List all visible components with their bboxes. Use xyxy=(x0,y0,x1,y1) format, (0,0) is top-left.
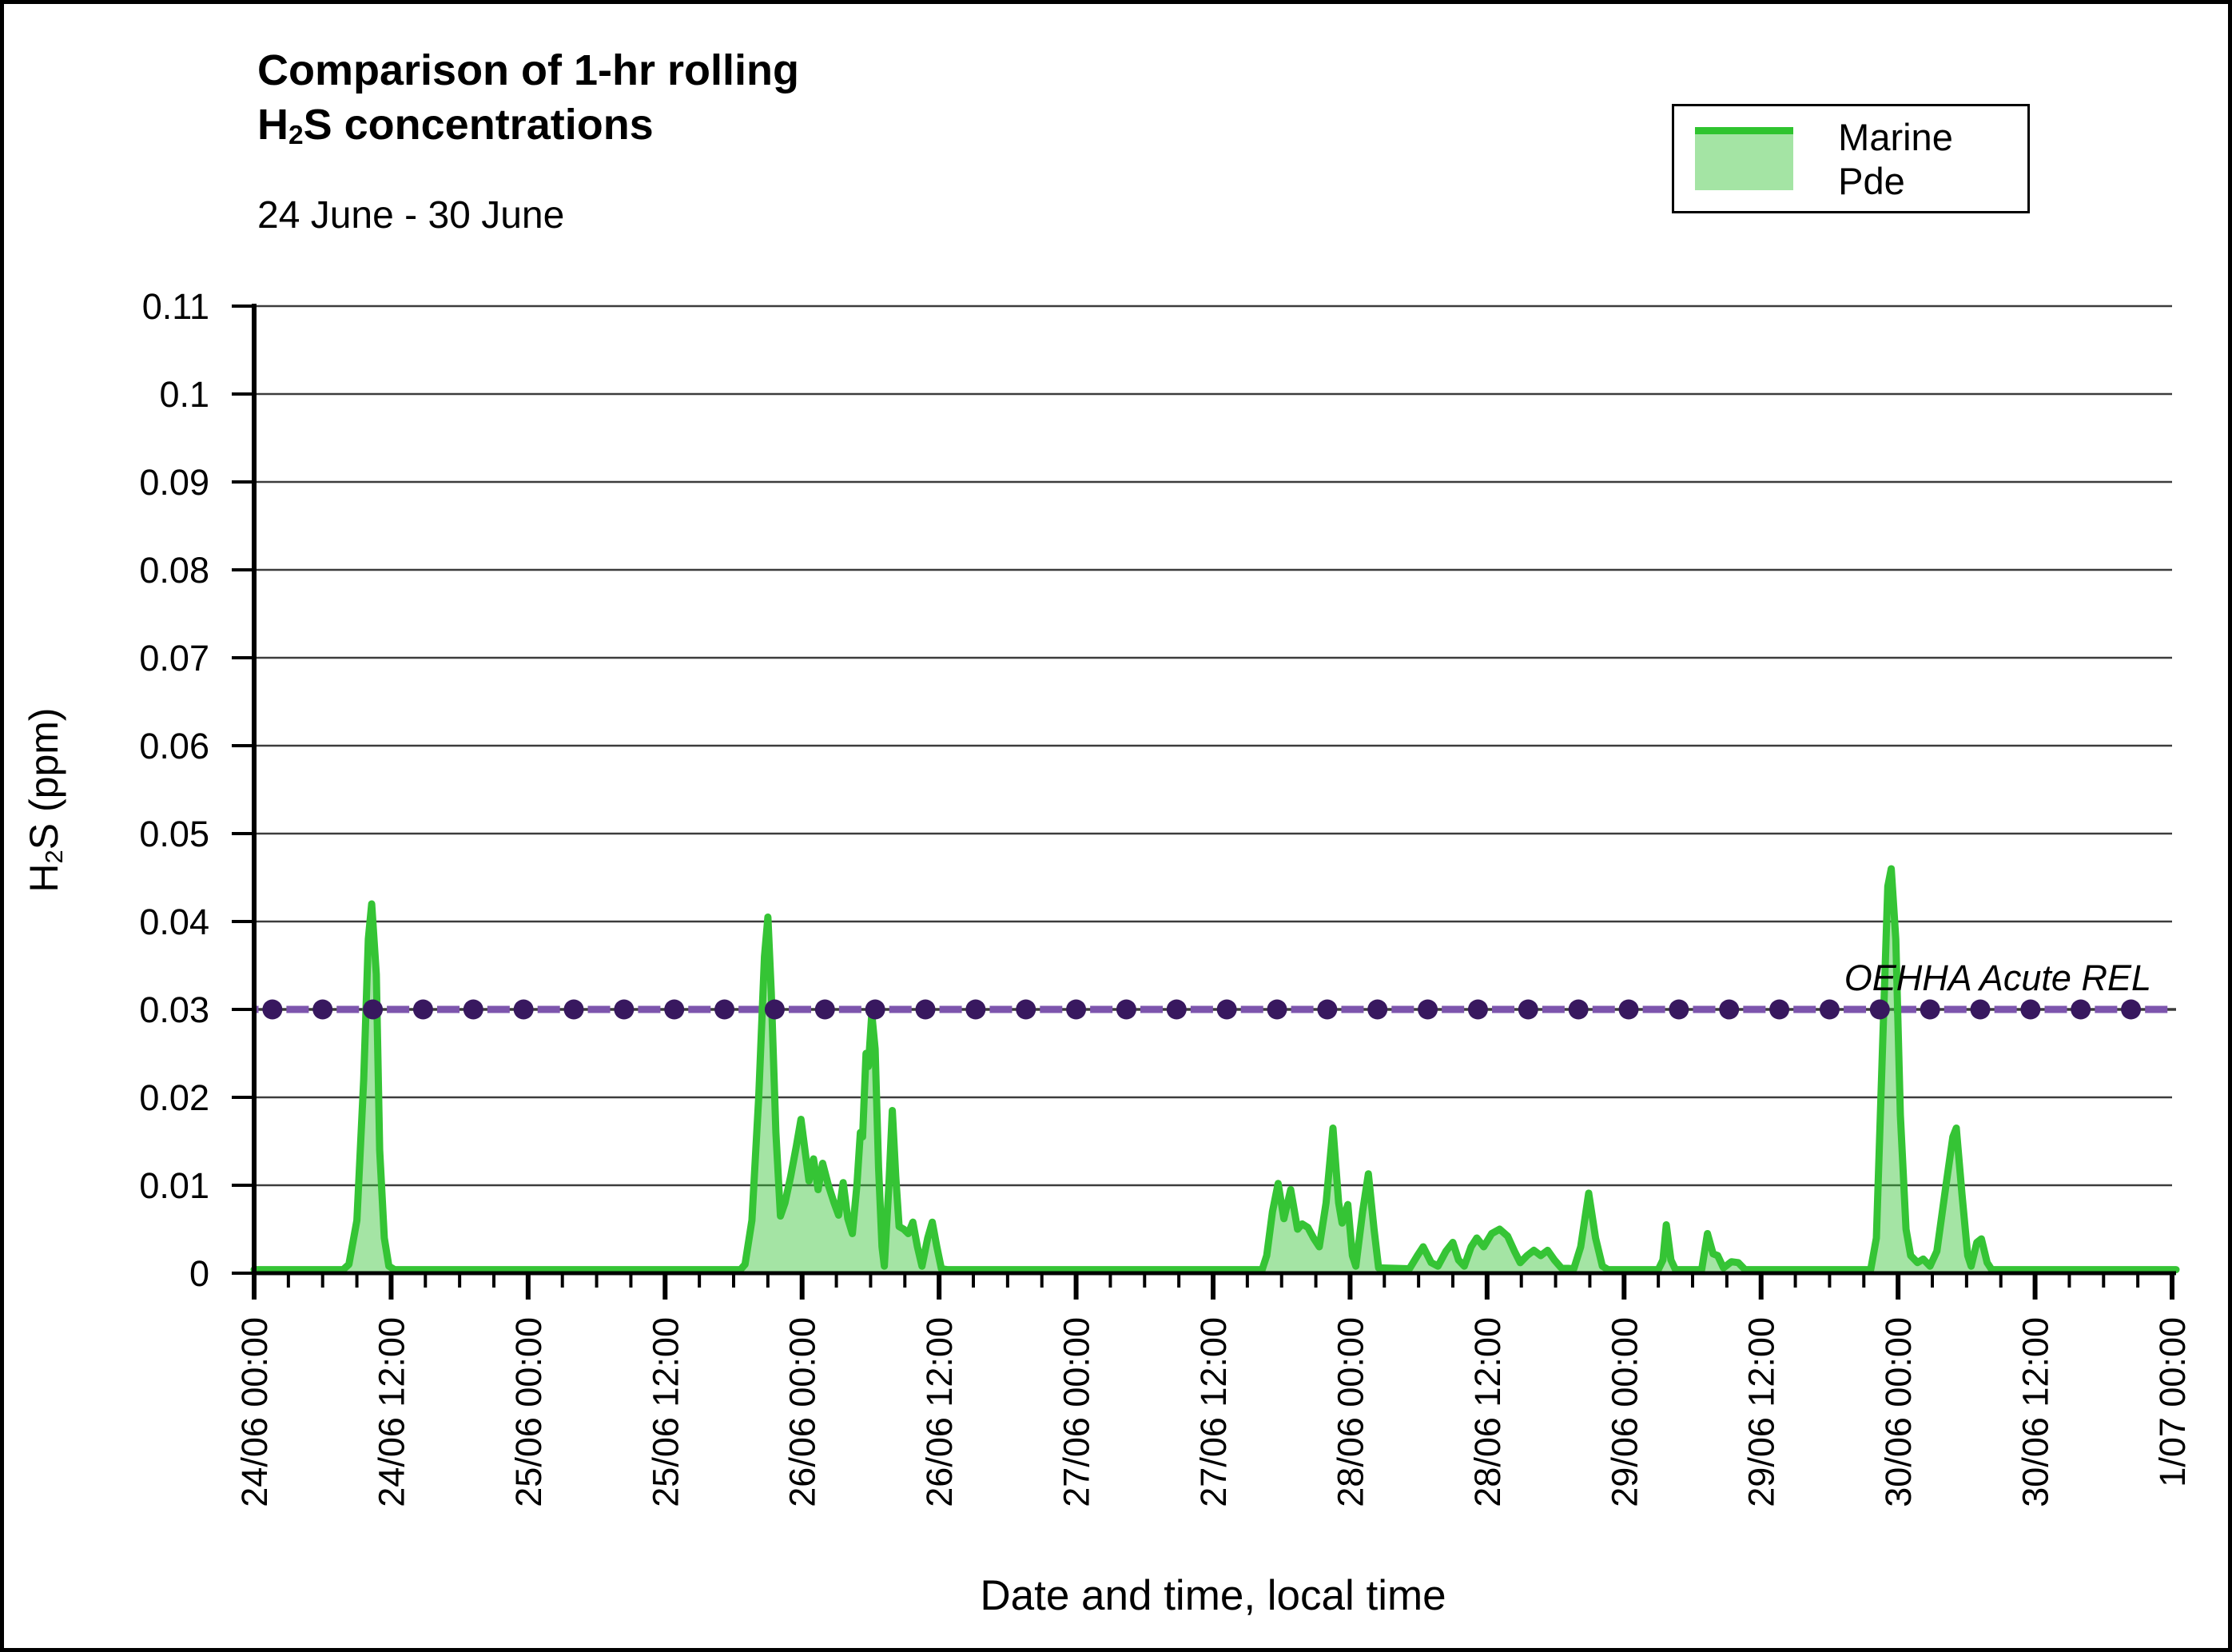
ref-line-label: OEHHA Acute REL xyxy=(1844,957,2151,998)
rel-marker-dot xyxy=(1920,999,1940,1020)
rel-marker-dot xyxy=(1970,999,1991,1020)
x-tick-label: 29/06 12:00 xyxy=(1741,1317,1782,1507)
rel-marker-dot xyxy=(312,999,333,1020)
rel-marker-dot xyxy=(664,999,685,1020)
series-line-marine-pde xyxy=(250,865,2180,1274)
x-tick-label: 28/06 00:00 xyxy=(1330,1317,1371,1507)
chart-subtitle: 24 June - 30 June xyxy=(257,194,565,237)
chart-title-line1: Comparison of 1-hr rolling xyxy=(257,46,800,94)
rel-marker-dot xyxy=(614,999,635,1020)
rel-marker-dot xyxy=(1618,999,1639,1020)
legend-label: Marine Pde xyxy=(1838,115,1953,202)
x-tick-label: 28/06 12:00 xyxy=(1467,1317,1508,1507)
rel-marker-dot xyxy=(865,999,885,1020)
rel-marker-dot xyxy=(412,999,433,1020)
area-series-swatch xyxy=(1695,127,1794,190)
rel-marker-dot xyxy=(965,999,986,1020)
rel-marker-dot xyxy=(1518,999,1538,1020)
x-tick-label: 27/06 00:00 xyxy=(1056,1317,1097,1507)
x-tick-label: 29/06 00:00 xyxy=(1604,1317,1645,1507)
rel-marker-dot xyxy=(764,999,785,1020)
rel-marker-dot xyxy=(915,999,936,1020)
y-tick-label: 0.02 xyxy=(139,1077,209,1118)
rel-marker-dot xyxy=(1367,999,1388,1020)
rel-marker-dot xyxy=(814,999,835,1020)
rel-marker-dot xyxy=(1418,999,1438,1020)
y-tick-label: 0.1 xyxy=(159,374,209,415)
rel-marker-dot xyxy=(1669,999,1689,1020)
rel-marker-dot xyxy=(262,999,283,1020)
x-tick-label: 24/06 12:00 xyxy=(371,1317,412,1507)
y-tick-label: 0.11 xyxy=(142,286,209,327)
rel-marker-dot xyxy=(1317,999,1338,1020)
h2s-subscript: 2 xyxy=(39,850,68,864)
rel-marker-dot xyxy=(714,999,735,1020)
rel-marker-dot xyxy=(2020,999,2041,1020)
rel-marker-dot xyxy=(1216,999,1237,1020)
rel-marker-dot xyxy=(363,999,384,1020)
h2s-subscript: 2 xyxy=(288,121,304,151)
x-tick-label: 30/06 12:00 xyxy=(2015,1317,2056,1507)
y-tick-label: 0.05 xyxy=(139,814,209,854)
rel-marker-dot xyxy=(1166,999,1187,1020)
rel-marker-dot xyxy=(463,999,483,1020)
y-tick-label: 0.09 xyxy=(139,462,209,503)
rel-marker-dot xyxy=(563,999,584,1020)
y-tick-label: 0.03 xyxy=(139,989,209,1030)
y-tick-label: 0.08 xyxy=(139,550,209,591)
y-tick-label: 0.06 xyxy=(139,726,209,766)
x-tick-label: 1/07 00:00 xyxy=(2152,1317,2193,1487)
legend: Marine Pde xyxy=(1672,104,2030,213)
chart-title: Comparison of 1-hr rolling H2S concentra… xyxy=(257,43,799,158)
rel-marker-dot xyxy=(1819,999,1840,1020)
rel-marker-dot xyxy=(1116,999,1136,1020)
rel-marker-dot xyxy=(1869,999,1890,1020)
y-axis-title: H2S (ppm) xyxy=(22,707,68,893)
chart-title-line2: H2S concentrations xyxy=(257,101,654,151)
rel-marker-dot xyxy=(2071,999,2091,1020)
rel-marker-dot xyxy=(1568,999,1589,1020)
y-tick-label: 0.07 xyxy=(139,638,209,679)
x-tick-label: 25/06 12:00 xyxy=(645,1317,686,1507)
x-tick-label: 25/06 00:00 xyxy=(508,1317,549,1507)
rel-marker-dot xyxy=(1467,999,1488,1020)
rel-marker-dot xyxy=(513,999,534,1020)
rel-marker-dot xyxy=(1016,999,1036,1020)
rel-marker-dot xyxy=(2121,999,2142,1020)
x-tick-label: 26/06 12:00 xyxy=(919,1317,960,1507)
rel-marker-dot xyxy=(1267,999,1287,1020)
rel-marker-dot xyxy=(1719,999,1740,1020)
rel-marker-dot xyxy=(1769,999,1790,1020)
x-tick-label: 27/06 12:00 xyxy=(1193,1317,1234,1507)
x-tick-label: 30/06 00:00 xyxy=(1878,1317,1919,1507)
y-tick-label: 0 xyxy=(189,1253,209,1294)
y-tick-label: 0.01 xyxy=(139,1165,209,1206)
x-tick-label: 26/06 00:00 xyxy=(782,1317,823,1507)
x-axis-title: Date and time, local time xyxy=(980,1572,1446,1619)
rel-marker-dot xyxy=(1066,999,1087,1020)
x-tick-label: 24/06 00:00 xyxy=(234,1317,275,1507)
y-tick-label: 0.04 xyxy=(139,902,209,942)
